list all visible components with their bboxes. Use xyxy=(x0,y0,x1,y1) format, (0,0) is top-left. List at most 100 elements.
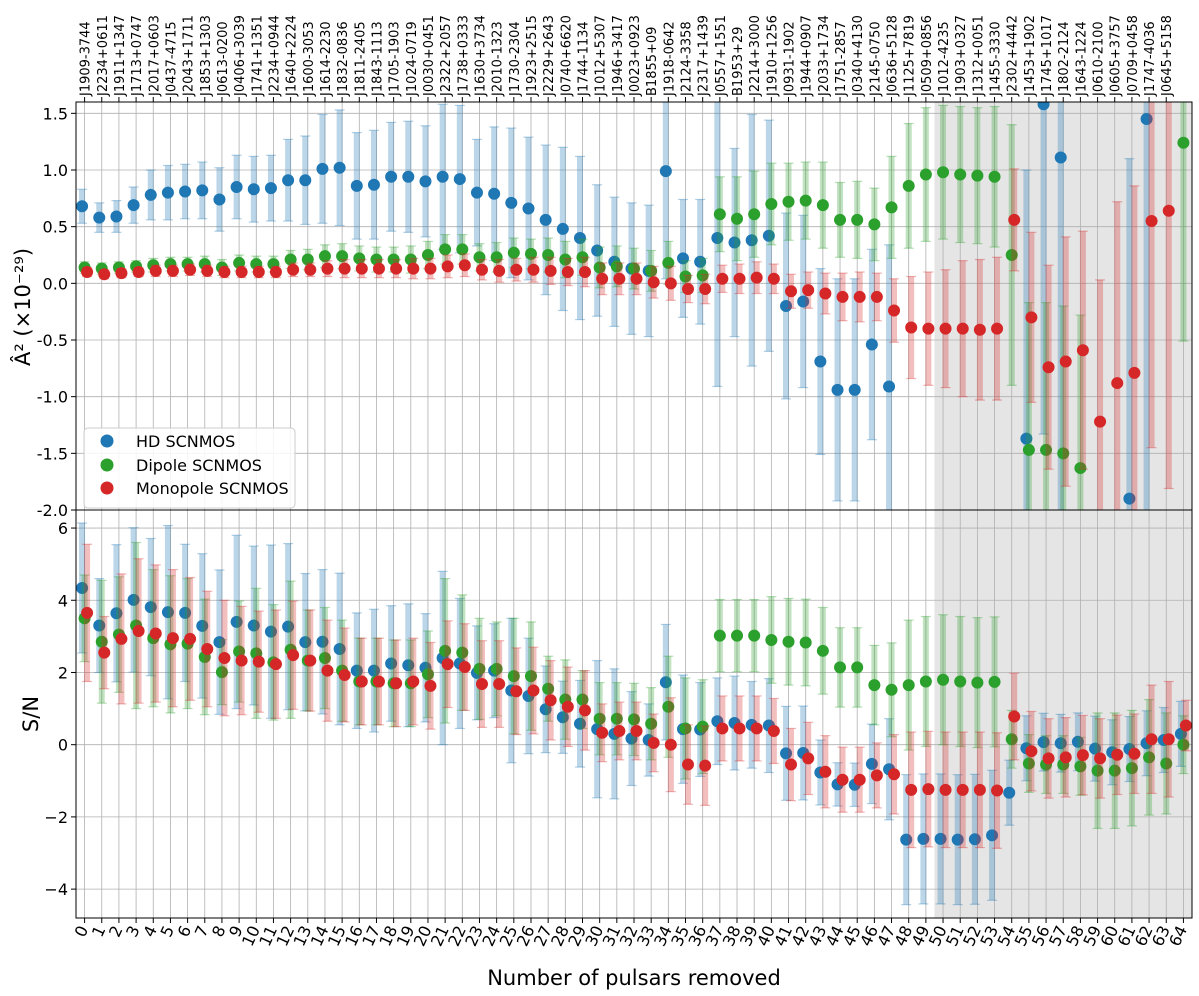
top-point-hd xyxy=(762,229,775,242)
top-point-dipole xyxy=(490,251,503,264)
top-point-monopole xyxy=(132,266,145,278)
top-point-dipole xyxy=(559,253,572,266)
bottom-point-monopole xyxy=(1076,749,1089,762)
top-y-ticks: -2.0 -1.5 -1.0 -0.5 0.0 0.5 1.0 1.5 xyxy=(37,104,76,520)
top-point-hd xyxy=(1123,492,1136,505)
bottom-point-monopole xyxy=(630,724,643,737)
top-point-monopole xyxy=(81,266,94,278)
bottom-point-hd xyxy=(1054,737,1067,750)
bottom-point-monopole xyxy=(1042,752,1055,765)
top-point-hd xyxy=(367,178,380,191)
top-axis-label: J1630+3734 xyxy=(473,15,488,97)
bottom-point-dipole xyxy=(645,717,658,730)
bottom-y-tick-label: −2 xyxy=(44,808,68,827)
bottom-point-dipole xyxy=(628,713,640,726)
top-point-monopole xyxy=(184,263,197,276)
bottom-point-hd xyxy=(316,635,329,648)
bottom-point-monopole xyxy=(493,678,506,691)
top-point-monopole xyxy=(390,262,403,275)
top-y-tick-label: 0.0 xyxy=(43,274,68,293)
bottom-point-hd xyxy=(179,606,192,619)
top-point-dipole xyxy=(593,261,606,274)
bottom-point-monopole xyxy=(475,678,488,691)
top-point-monopole xyxy=(596,272,609,285)
bottom-point-hd xyxy=(367,664,380,677)
top-point-hd xyxy=(264,182,277,195)
top-point-hd xyxy=(728,236,741,249)
bottom-point-monopole xyxy=(184,632,197,645)
y-axis-label-bottom: S/N xyxy=(19,696,43,732)
top-point-dipole xyxy=(387,253,400,266)
bottom-point-monopole xyxy=(218,652,231,665)
bottom-point-monopole xyxy=(527,684,540,697)
bottom-point-monopole xyxy=(390,677,403,690)
bottom-point-dipole xyxy=(1022,757,1035,770)
bottom-point-dipole xyxy=(851,661,864,674)
top-point-monopole xyxy=(647,276,660,289)
bottom-point-hd xyxy=(1089,742,1102,755)
top-point-monopole xyxy=(853,290,866,303)
top-points-dipole xyxy=(78,136,1190,475)
bottom-point-hd xyxy=(299,636,312,649)
bottom-point-dipole xyxy=(95,635,108,648)
top-axis-label: J1747-4036 xyxy=(1143,21,1158,97)
top-point-hd xyxy=(677,252,690,265)
top-point-monopole xyxy=(870,290,883,303)
top-axis-label: J1802-2124 xyxy=(1057,21,1072,97)
top-point-monopole xyxy=(1145,215,1158,227)
bottom-point-dipole xyxy=(1108,764,1121,777)
top-point-hd xyxy=(196,184,209,197)
top-point-hd xyxy=(161,186,174,199)
bottom-point-monopole xyxy=(424,679,437,692)
top-point-hd xyxy=(780,300,793,312)
top-point-monopole xyxy=(1128,366,1141,379)
top-point-monopole xyxy=(407,262,420,275)
top-axis-label: J2017+0603 xyxy=(147,15,162,97)
bottom-point-monopole xyxy=(287,649,300,662)
bottom-point-dipole xyxy=(885,683,898,696)
top-point-dipole xyxy=(731,212,744,225)
top-point-hd xyxy=(848,383,861,396)
top-axis-label: J2214+3000 xyxy=(748,15,763,97)
top-point-monopole xyxy=(836,290,849,303)
top-point-dipole xyxy=(645,264,658,277)
bottom-point-dipole xyxy=(679,722,692,735)
top-point-dipole xyxy=(679,270,692,283)
top-point-dipole xyxy=(456,243,469,256)
top-point-monopole xyxy=(287,263,300,276)
top-point-dipole xyxy=(370,253,383,266)
bottom-y-tick-label: 0 xyxy=(58,736,68,755)
top-point-hd xyxy=(1037,102,1050,111)
bottom-point-hd xyxy=(968,833,981,846)
top-point-dipole xyxy=(816,199,829,212)
bottom-point-monopole xyxy=(407,675,420,688)
y-axis-label-top: Â² (×10⁻²⁹) xyxy=(10,248,35,366)
bottom-point-monopole xyxy=(750,722,763,735)
bottom-point-monopole xyxy=(785,758,798,771)
bottom-point-monopole xyxy=(115,632,128,645)
top-axis-label: J0509+0856 xyxy=(920,15,935,97)
bottom-point-dipole xyxy=(816,644,829,657)
top-point-dipole xyxy=(696,269,709,282)
top-point-hd xyxy=(711,232,724,244)
bottom-point-monopole xyxy=(1145,733,1158,746)
top-axis-label: J0030+0451 xyxy=(422,15,437,97)
legend-marker-hd xyxy=(100,434,114,448)
bottom-point-dipole xyxy=(421,668,434,681)
bottom-point-monopole xyxy=(338,669,351,682)
bottom-point-monopole xyxy=(664,738,677,751)
top-point-monopole xyxy=(441,260,454,273)
bottom-point-monopole xyxy=(269,658,282,671)
top-axis-label: J1918-0642 xyxy=(662,21,677,97)
bottom-point-hd xyxy=(333,643,346,656)
top-point-monopole xyxy=(269,266,282,278)
top-axis-label: J2317+1439 xyxy=(697,15,712,97)
top-axis-label: J1012-4235 xyxy=(937,21,952,97)
top-point-monopole xyxy=(750,271,763,284)
top-point-monopole xyxy=(98,268,111,281)
top-point-monopole xyxy=(1025,311,1038,324)
top-point-hd xyxy=(213,193,226,206)
top-axis-label: J1705-1903 xyxy=(388,21,403,97)
top-y-tick-label: 0.5 xyxy=(43,218,68,237)
bottom-point-monopole xyxy=(441,658,454,671)
